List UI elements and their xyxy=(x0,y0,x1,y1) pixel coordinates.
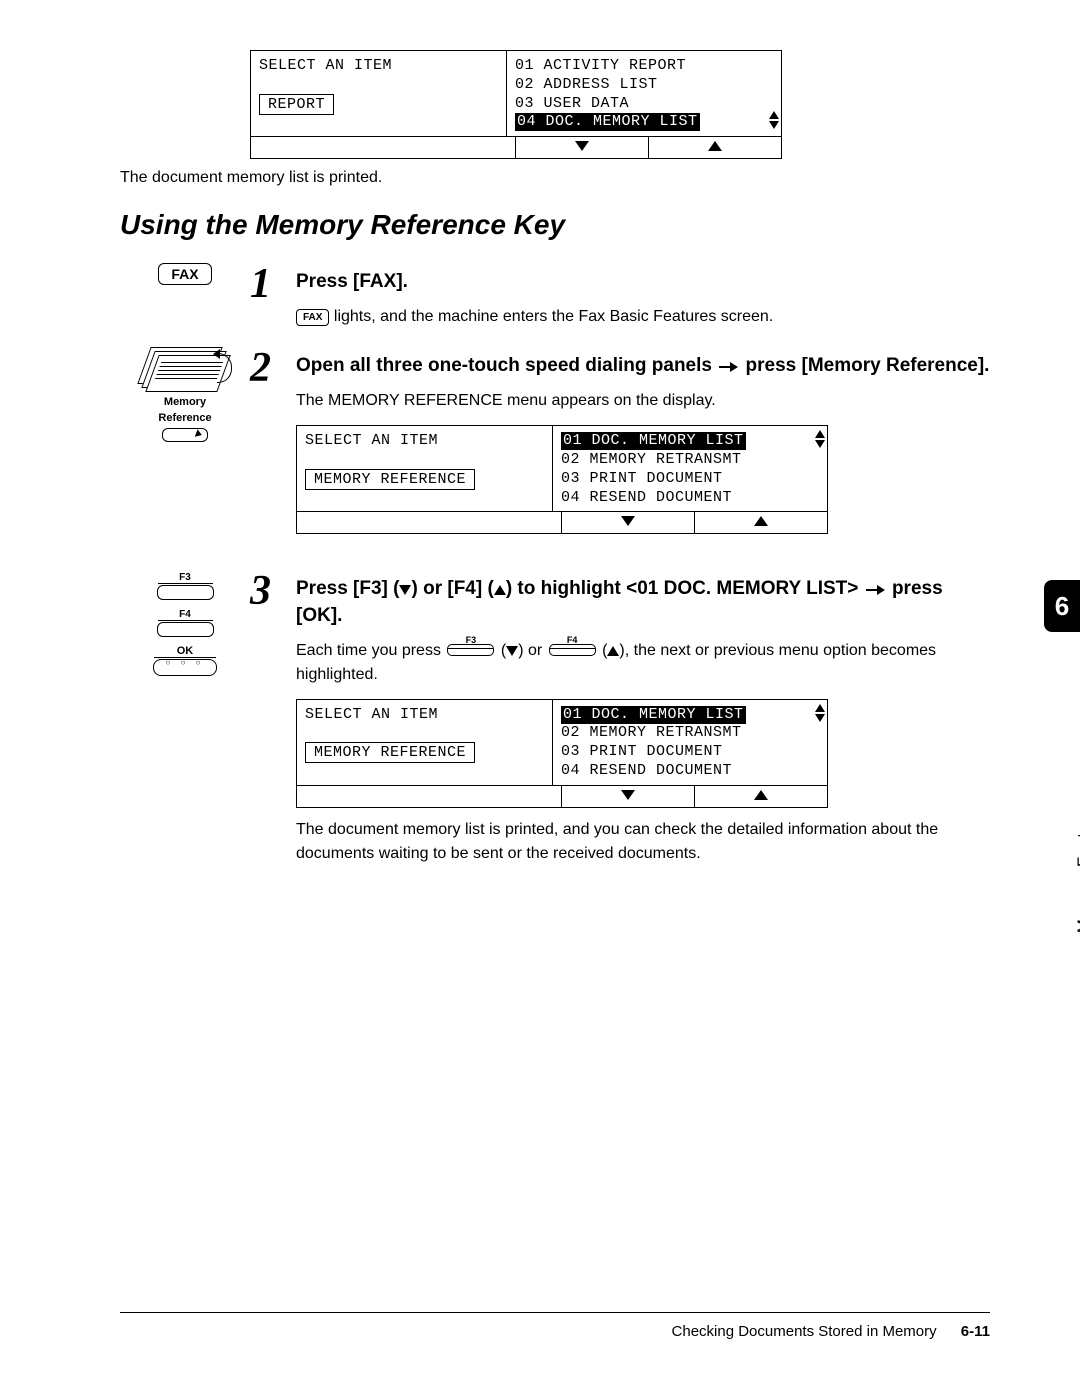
lcd3-line-1: 03 PRINT DOCUMENT xyxy=(561,743,819,762)
lcd3-left-top: SELECT AN ITEM xyxy=(305,706,544,725)
panel-flip-icon xyxy=(140,347,230,392)
lcd1-left-top: SELECT AN ITEM xyxy=(259,57,498,76)
caption-3: The document memory list is printed, and… xyxy=(296,818,990,866)
lcd-panel-3: SELECT AN ITEM MEMORY REFERENCE 01 DOC. … xyxy=(296,699,828,808)
up-triangle-icon xyxy=(494,585,506,595)
step-2: Memory Reference 2 Open all three one-to… xyxy=(120,347,990,545)
ok-key-icon: OK○ ○ ○ xyxy=(153,659,217,676)
f3-key-icon: F3 xyxy=(157,585,214,600)
arrow-right-icon xyxy=(719,354,738,380)
lcd1-line-2: 03 USER DATA xyxy=(515,95,773,114)
down-triangle-icon xyxy=(399,585,411,595)
lcd3-line-2: 04 RESEND DOCUMENT xyxy=(561,762,819,781)
lcd-panel-1: SELECT AN ITEM REPORT 01 ACTIVITY REPORT… xyxy=(250,50,782,159)
lcd3-scroll-icon xyxy=(815,704,825,722)
step-1: FAX 1 Press [FAX]. FAX lights, and the m… xyxy=(120,263,990,329)
fax-key-small-icon: FAX xyxy=(296,309,329,326)
lcd2-line-0: 02 MEMORY RETRANSMT xyxy=(561,451,819,470)
lcd1-highlight: 04 DOC. MEMORY LIST xyxy=(515,113,700,131)
step-3-number: 3 xyxy=(250,570,286,612)
nav-down-icon xyxy=(575,141,589,151)
section-heading: Using the Memory Reference Key xyxy=(120,209,990,241)
lcd2-line-1: 03 PRINT DOCUMENT xyxy=(561,470,819,489)
step-1-title: Press [FAX]. xyxy=(296,269,990,295)
nav-down-icon xyxy=(621,516,635,526)
chapter-number: 6 xyxy=(1044,580,1080,632)
lcd2-scroll-icon xyxy=(815,430,825,448)
lcd1-scroll-icon xyxy=(769,111,779,129)
footer-page: 6-11 xyxy=(961,1323,990,1340)
f4-key-icon: F4 xyxy=(157,622,214,637)
step-3-title: Press [F3] () or [F4] () to highlight <0… xyxy=(296,576,990,628)
memory-label-1: Memory xyxy=(120,396,250,408)
f3-key-inline-icon: F3 xyxy=(447,644,494,656)
lcd2-nav xyxy=(297,511,827,533)
lcd3-box: MEMORY REFERENCE xyxy=(305,742,475,763)
lcd-panel-2: SELECT AN ITEM MEMORY REFERENCE 01 DOC. … xyxy=(296,425,828,534)
caption-1: The document memory list is printed. xyxy=(120,169,990,187)
step-3: F3 F4 OK○ ○ ○ 3 Press [F3] () or [F4] ()… xyxy=(120,570,990,865)
step-2-number: 2 xyxy=(250,347,286,389)
lcd3-line-0: 02 MEMORY RETRANSMT xyxy=(561,724,819,743)
chapter-tab: 6 Memory Features xyxy=(1044,580,1080,820)
step-2-title: Open all three one-touch speed dialing p… xyxy=(296,353,990,380)
f4-key-inline-icon: F4 xyxy=(549,644,596,656)
lcd1-line-0: 01 ACTIVITY REPORT xyxy=(515,57,773,76)
step-3-text: Each time you press F3 () or F4 (), the … xyxy=(296,639,990,687)
fax-key-icon: FAX xyxy=(158,263,211,285)
step-2-text: The MEMORY REFERENCE menu appears on the… xyxy=(296,389,990,413)
lcd3-highlight: 01 DOC. MEMORY LIST xyxy=(561,706,746,724)
lcd2-box: MEMORY REFERENCE xyxy=(305,469,475,490)
chapter-label: Memory Features xyxy=(1074,800,1080,933)
lcd1-nav xyxy=(251,136,781,158)
lcd3-nav xyxy=(297,785,827,807)
lcd2-highlight: 01 DOC. MEMORY LIST xyxy=(561,432,746,450)
memory-reference-key-icon xyxy=(162,428,208,442)
nav-up-icon xyxy=(754,790,768,800)
lcd2-line-2: 04 RESEND DOCUMENT xyxy=(561,489,819,508)
down-triangle-icon xyxy=(506,646,518,656)
step-1-text: FAX lights, and the machine enters the F… xyxy=(296,305,990,329)
footer-title: Checking Documents Stored in Memory xyxy=(672,1323,937,1340)
lcd2-left-top: SELECT AN ITEM xyxy=(305,432,544,451)
step-1-number: 1 xyxy=(250,263,286,305)
lcd1-box: REPORT xyxy=(259,94,334,115)
memory-label-2: Reference xyxy=(120,412,250,424)
lcd1-line-1: 02 ADDRESS LIST xyxy=(515,76,773,95)
arrow-right-icon xyxy=(866,577,885,603)
nav-up-icon xyxy=(708,141,722,151)
nav-down-icon xyxy=(621,790,635,800)
page-footer: Checking Documents Stored in Memory 6-11 xyxy=(120,1312,990,1340)
up-triangle-icon xyxy=(607,646,619,656)
nav-up-icon xyxy=(754,516,768,526)
